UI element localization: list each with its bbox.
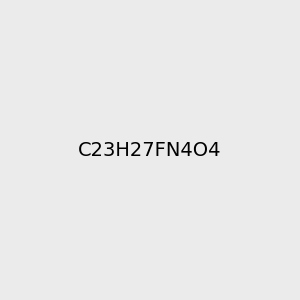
Text: C23H27FN4O4: C23H27FN4O4 [78, 140, 222, 160]
